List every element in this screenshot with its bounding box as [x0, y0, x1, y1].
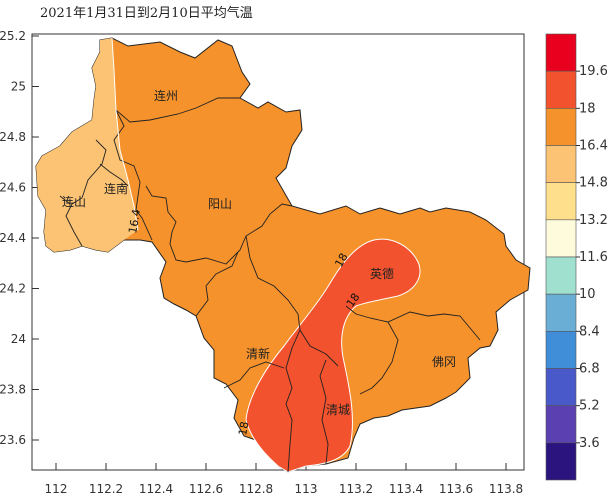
y-tick-label: 24.8: [0, 130, 26, 144]
y-tick-label: 24.6: [0, 181, 26, 195]
colorbar-label: 6.8: [579, 362, 600, 377]
colorbar-swatch: [545, 108, 577, 146]
city-label-lianzhou: 连州: [154, 88, 178, 103]
x-tick-labels: 112 112.2 112.4 112.6 112.8 113 113.2 113.4 113.…: [45, 482, 524, 496]
x-tick-label: 112.2: [89, 482, 123, 496]
city-label-yangshan: 阳山: [208, 197, 232, 211]
x-tick-marks: [55, 463, 507, 470]
colorbar-label: 13.2: [579, 213, 608, 228]
colorbar-swatch: [545, 70, 577, 109]
colorbar-label: 5.2: [579, 399, 600, 414]
colorbar-swatch: [545, 256, 577, 295]
y-tick-label: 25: [11, 80, 26, 94]
colorbar-swatch: [545, 405, 577, 444]
colorbar-label: 8.4: [579, 324, 600, 339]
x-tick-label: 113.2: [339, 482, 373, 496]
y-tick-label: 23.8: [0, 383, 26, 397]
colorbar-label: 19.6: [579, 64, 608, 79]
city-label-qingxin: 清新: [246, 346, 270, 361]
isoline-label-north: 18: [332, 251, 350, 270]
map-title: 2021年1月31日到2月10日平均气温: [40, 6, 253, 21]
x-tick-label: 113.4: [389, 482, 423, 496]
colorbar-swatch: [545, 33, 577, 72]
x-tick-label: 112.8: [239, 482, 273, 496]
colorbar-swatch: [545, 219, 577, 258]
colorbar: 19.6 18 16.4 14.8 13.2 11.6 10 8.4 6.8 5.2 3.6: [545, 33, 608, 481]
x-tick-label: 112.6: [189, 482, 223, 496]
x-tick-label: 112.4: [139, 482, 173, 496]
city-label-fogang: 佛冈: [432, 355, 456, 369]
colorbar-swatch: [545, 182, 577, 221]
city-label-yingde: 英德: [370, 266, 394, 281]
y-tick-label: 25.2: [0, 29, 26, 43]
x-tick-label: 112: [45, 482, 68, 496]
colorbar-swatch: [545, 368, 577, 406]
region-cool-temperature: [36, 38, 138, 252]
colorbar-label: 14.8: [579, 176, 608, 191]
y-tick-labels: 25.2 25 24.8 24.6 24.4 24.2 24 23.8 23.6: [0, 29, 26, 447]
y-tick-label: 23.6: [0, 433, 26, 447]
y-tick-marks: [32, 35, 39, 441]
colorbar-swatch: [545, 442, 577, 481]
y-tick-label: 24: [11, 332, 26, 346]
isoline-label-south: 18: [236, 420, 251, 436]
isoline-16-4: [111, 37, 139, 231]
x-tick-label: 113.6: [439, 482, 473, 496]
y-tick-label: 24.2: [0, 282, 26, 296]
colorbar-label: 11.6: [579, 250, 608, 265]
colorbar-swatch: [545, 145, 577, 183]
y-tick-label: 24.4: [0, 231, 26, 245]
city-label-liannan: 连南: [104, 181, 128, 196]
colorbar-label: 18: [579, 101, 596, 116]
colorbar-label: 10: [579, 287, 596, 302]
colorbar-swatch: [545, 331, 577, 369]
city-label-lianshan: 连山: [62, 194, 86, 209]
county-boundaries: [59, 97, 481, 473]
isoline-label-west: 16.4: [126, 208, 143, 234]
x-tick-label: 113.8: [489, 482, 523, 496]
city-label-qingcheng: 清城: [326, 403, 350, 417]
colorbar-swatch: [545, 293, 577, 332]
x-tick-label: 113: [295, 482, 318, 496]
colorbar-label: 16.4: [579, 139, 608, 154]
colorbar-label: 3.6: [579, 436, 600, 451]
